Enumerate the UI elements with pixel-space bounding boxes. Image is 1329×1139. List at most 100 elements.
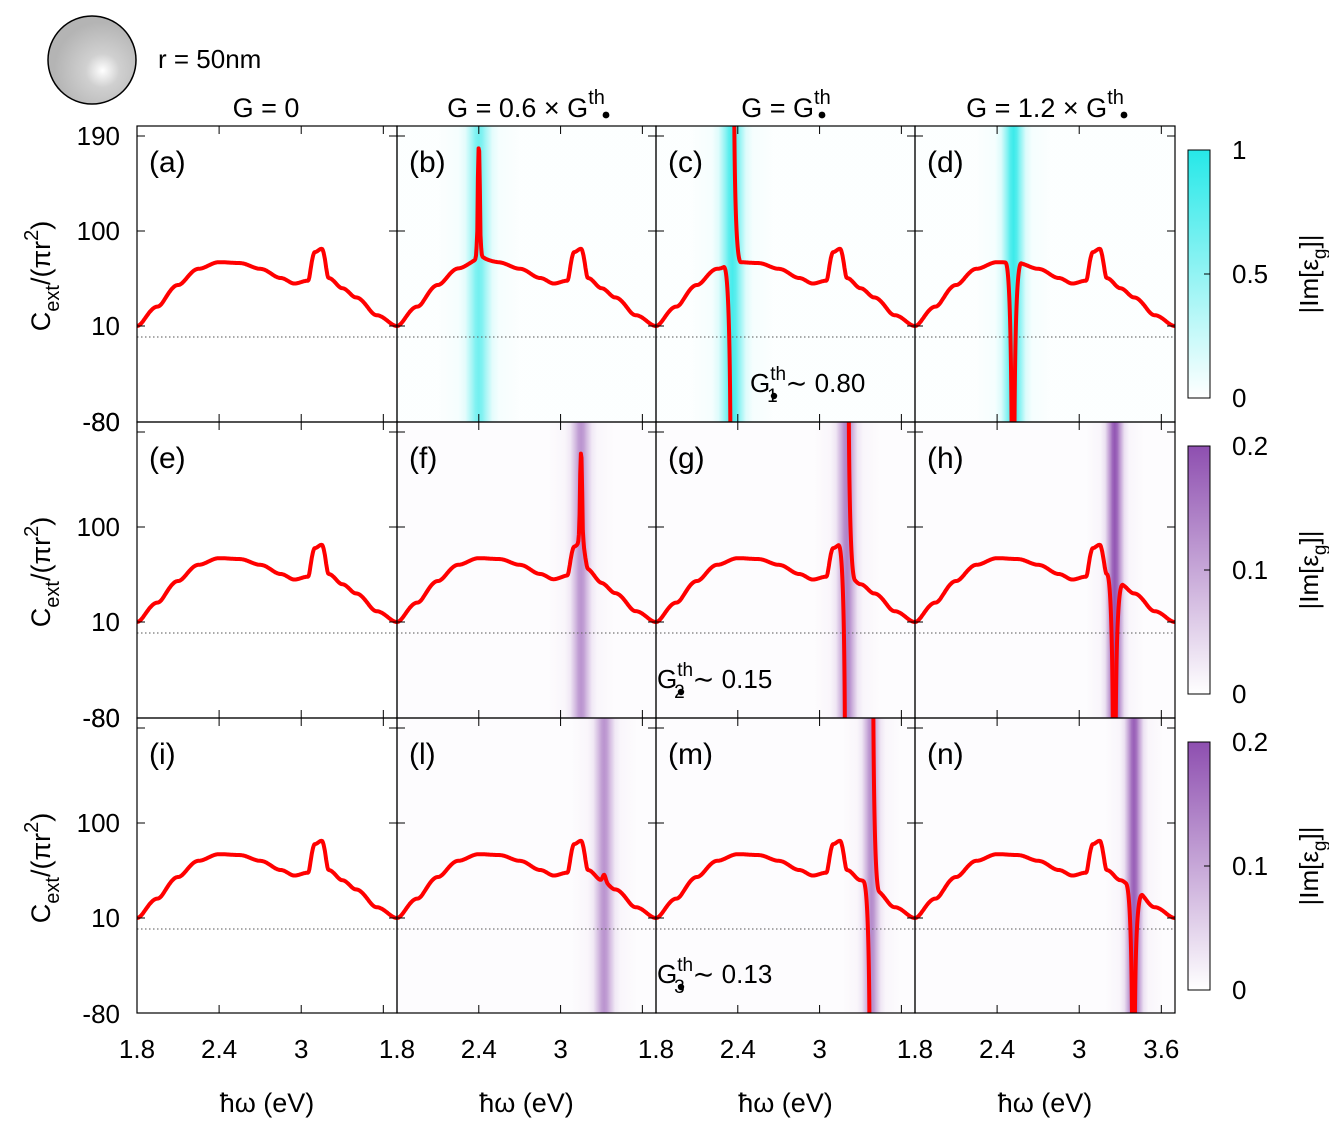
colorbar-tick-label: 0.2 [1232,727,1268,757]
panel-label: (d) [927,146,964,179]
extinction-curve [913,542,1177,719]
gain-band [397,126,656,422]
gain-band [656,126,915,422]
threshold-dot [770,392,778,400]
panel-grid: (a)(b)(c)(d)(e)(f)(g)(h)(i)(l)(m)(n)Gth1… [135,125,1177,1014]
panel-g: (g) [654,421,917,719]
y-tick-label: -80 [82,703,120,733]
colorbar: 0.2 0.1 0 |Im[εg]| [1187,431,1329,709]
colorbar-tick-label: 1 [1232,135,1246,165]
curve-right-branch [871,717,917,920]
sphere-radius-label: r = 50nm [158,44,261,74]
column-title: G = 1.2 × Gth [966,87,1124,123]
extinction-curve [395,451,658,624]
x-axis-label: ħω (eV) [220,1088,315,1118]
x-tick-label: 2.4 [720,1034,756,1064]
extinction-curve [395,146,658,328]
extinction-curve [913,838,1177,1014]
x-tick-label: 3 [812,1034,826,1064]
extinction-curve [135,838,399,920]
curve [395,838,658,920]
panel-f: (f) [395,421,658,719]
x-tick-label: 3.6 [1143,1034,1179,1064]
curve [135,246,399,328]
colorbar-tick-label: 0.1 [1232,851,1268,881]
colorbar: 1 0.5 0 |Im[εg]| [1187,135,1329,413]
extinction-curve [654,125,917,423]
gain-band [915,126,1175,422]
panel-label: (b) [409,146,446,179]
column-title: G = 0 [233,93,300,123]
y-tick-label: 10 [91,607,120,637]
y-tick-label: 10 [91,311,120,341]
y-tick-label: -80 [82,703,120,733]
bullet-dot [1120,111,1128,119]
x-axes: 1.8 2.4 3 ħω (eV) 1.8 2.4 3 ħω (eV) 1.8 2.4 3 ħω (e… [119,1034,1179,1118]
curve-left-branch [654,543,847,719]
curve-right-branch [1113,583,1177,719]
panel-label: (c) [668,146,703,179]
colorbar-tick-label: 0 [1232,383,1246,413]
x-tick-label: 2.4 [201,1034,237,1064]
bullet-dot [818,111,826,119]
colorbar-label: |Im[εg]| [1294,530,1329,609]
curve-right-branch [846,421,917,624]
panel-label: (n) [927,738,964,771]
column-title: G = Gth [741,87,830,123]
colorbar-tick-label: 0.5 [1232,259,1268,289]
x-axis-label: ħω (eV) [998,1088,1093,1118]
panel-label: (e) [149,442,186,475]
x-tick-label: 1.8 [638,1034,674,1064]
x-axis-label: ħω (eV) [738,1088,833,1118]
y-tick-label: 100 [77,512,120,542]
colorbar-label: |Im[εg]| [1294,826,1329,905]
panel-label: (i) [149,738,176,771]
panel-m: (m) [654,717,917,1014]
x-tick-label: 1.8 [119,1034,155,1064]
colorbars: 1 0.5 0 |Im[εg]| 0.2 0.1 0 |Im[εg]| 0.2 0.1 0 |Im[ε… [1187,135,1329,1005]
colorbar-tick-label: 0 [1232,679,1246,709]
threshold-dot [677,688,685,696]
bullet-dot [602,111,610,119]
x-axis-label: ħω (eV) [479,1088,574,1118]
panel-label: (a) [149,146,186,179]
curve-right-branch [1132,893,1177,1014]
panel-n: (n) [913,717,1177,1014]
y-tick-label: -80 [82,407,120,437]
gain-band [915,422,1175,718]
curve-right-branch [1012,246,1177,423]
x-tick-label: 3 [1072,1034,1086,1064]
curve [135,542,399,624]
colorbar-tick-label: 0 [1232,975,1246,1005]
panel-e: (e) [135,421,399,719]
curve [395,451,658,624]
extinction-curve [913,246,1177,423]
gain-band [397,422,656,718]
gain-band [656,422,915,718]
panel-frame [136,717,398,1014]
panel-l: (l) [395,717,658,1014]
panel-b: (b) [395,125,658,423]
extinction-curve [135,246,399,328]
curve [135,838,399,920]
y-tick-label: -80 [82,407,120,437]
colorbar-tick-label: 0.2 [1232,431,1268,461]
curve-left-branch [654,838,872,1014]
extinction-curve [654,421,917,719]
colorbar: 0.2 0.1 0 |Im[εg]| [1187,727,1329,1005]
panel-label: (f) [409,442,437,475]
curve [395,146,658,328]
panel-i: (i) [135,717,399,1014]
panel-a: (a) [135,125,399,423]
x-tick-label: 3 [294,1034,308,1064]
extinction-curve [395,838,658,920]
panel-label: (m) [668,738,713,771]
colorbar-tick-label: 0.1 [1232,555,1268,585]
x-tick-label: 3 [553,1034,567,1064]
extinction-curve [654,717,917,1014]
curve-left-branch [913,260,1014,423]
curve-right-branch [732,125,917,328]
x-tick-label: 1.8 [897,1034,933,1064]
y-tick-label: 10 [91,903,120,933]
